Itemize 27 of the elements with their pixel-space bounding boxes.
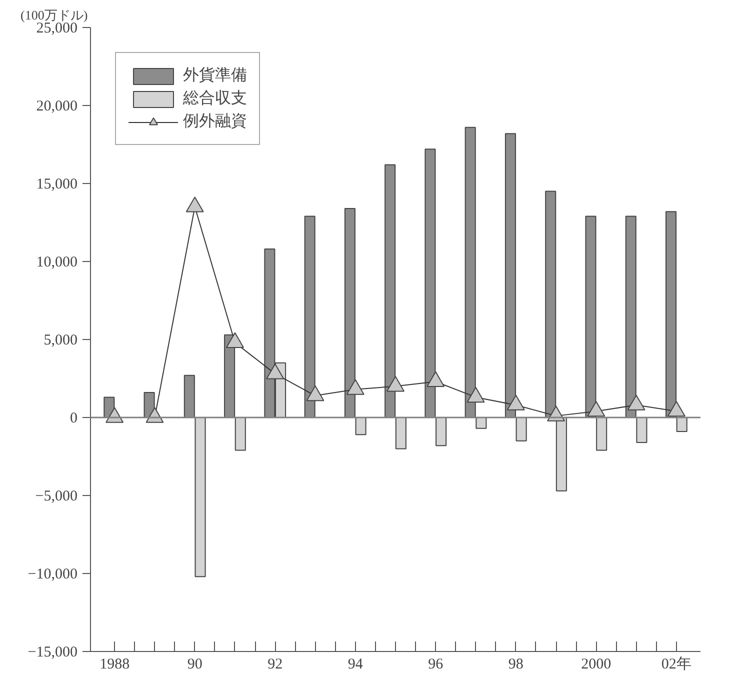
x-tick-label: 92 [268, 656, 283, 672]
x-tick-label: 94 [348, 656, 364, 672]
x-tick-label: 90 [187, 656, 202, 672]
y-axis-title: (100万ドル) [20, 8, 88, 22]
x-tick-label: 02年 [661, 656, 692, 672]
legend-label: 外貨準備 [183, 66, 247, 86]
y-tick-label: −5,000 [35, 488, 78, 504]
y-tick-label: 25,000 [36, 20, 78, 36]
y-tick-label: 5,000 [44, 332, 78, 348]
y-tick-label: 20,000 [36, 98, 78, 114]
x-tick-label: 2000 [581, 656, 612, 672]
y-tick-label: 10,000 [36, 254, 78, 270]
y-tick-label: −10,000 [28, 566, 78, 582]
bar [676, 417, 688, 432]
x-tick-label: 1988 [100, 656, 130, 672]
bar [355, 417, 366, 436]
bar [234, 417, 246, 451]
y-tick-label: −15,000 [28, 644, 78, 660]
x-tick-label: 96 [428, 656, 444, 672]
y-tick-label: 15,000 [36, 176, 78, 192]
legend-label: 総合収支 [183, 88, 247, 109]
x-tick-label: 98 [508, 656, 524, 672]
bar [436, 417, 447, 446]
legend-label: 例外融資 [183, 112, 247, 132]
y-tick-label: 0 [70, 410, 78, 426]
bar [516, 417, 527, 442]
bar [395, 417, 406, 450]
